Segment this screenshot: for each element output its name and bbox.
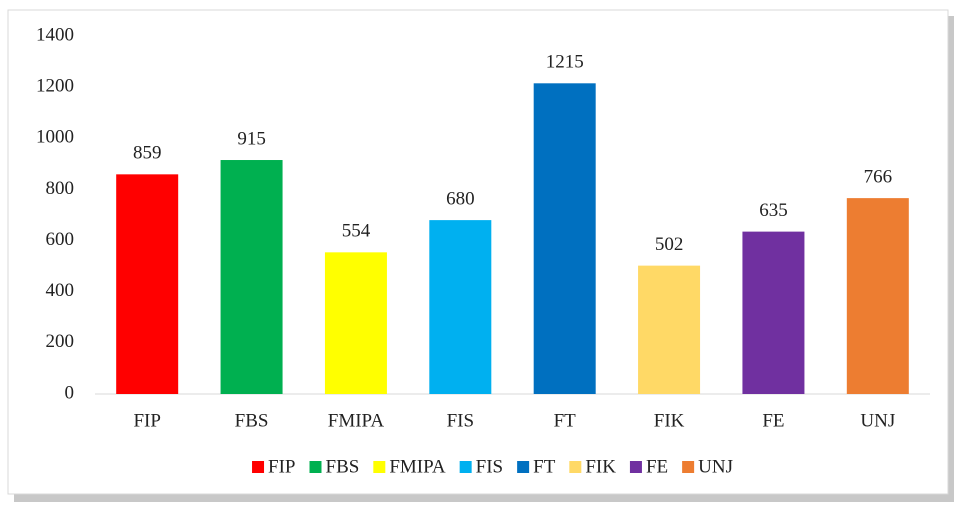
- value-label: 680: [446, 188, 475, 209]
- y-tick-label: 400: [46, 280, 75, 301]
- y-tick-label: 600: [46, 229, 75, 250]
- y-tick-label: 1200: [36, 76, 74, 97]
- legend-swatch: [629, 461, 642, 473]
- y-tick-label: 1400: [36, 24, 74, 45]
- legend-label: FT: [533, 456, 556, 477]
- bar: [846, 198, 909, 394]
- legend-label: FIP: [268, 456, 295, 477]
- legend-swatch: [252, 461, 265, 473]
- x-tick-label: FT: [554, 410, 577, 431]
- value-label: 859: [133, 143, 162, 164]
- legend-label: FIK: [585, 456, 616, 477]
- legend-swatch: [309, 461, 322, 473]
- y-tick-label: 1000: [36, 127, 74, 148]
- value-label: 635: [759, 200, 788, 221]
- legend: FIP FBS FMIPA FIS FT FIK FE UNJ: [252, 456, 733, 477]
- legend-label: FBS: [326, 456, 360, 477]
- legend-label: FMIPA: [389, 456, 446, 477]
- legend-swatch: [373, 461, 386, 473]
- legend-swatch: [682, 461, 695, 473]
- value-label: 1215: [546, 52, 584, 73]
- legend-swatch: [459, 461, 472, 473]
- x-tick-label: FBS: [235, 410, 269, 431]
- legend-swatch: [517, 461, 530, 473]
- y-tick-label: 200: [46, 331, 75, 352]
- legend-label: FE: [646, 456, 668, 477]
- legend-swatch: [569, 461, 582, 473]
- legend-label: UNJ: [698, 456, 733, 477]
- x-tick-label: UNJ: [860, 410, 895, 431]
- value-label: 915: [237, 128, 266, 149]
- x-tick-label: FE: [762, 410, 784, 431]
- legend-label: FIS: [476, 456, 503, 477]
- value-label: 554: [342, 221, 371, 242]
- x-tick-label: FIP: [133, 410, 160, 431]
- value-label: 502: [655, 234, 684, 255]
- bar: [638, 265, 701, 394]
- x-tick-label: FIK: [654, 410, 685, 431]
- x-tick-label: FMIPA: [328, 410, 385, 431]
- bar: [429, 220, 492, 394]
- value-label: 766: [864, 166, 893, 187]
- bar: [116, 174, 179, 394]
- x-tick-label: FIS: [447, 410, 474, 431]
- y-tick-label: 0: [65, 382, 75, 403]
- bar: [742, 231, 805, 394]
- bar: [533, 83, 596, 395]
- bar: [324, 252, 387, 394]
- bar: [220, 160, 283, 394]
- y-tick-label: 800: [46, 178, 75, 199]
